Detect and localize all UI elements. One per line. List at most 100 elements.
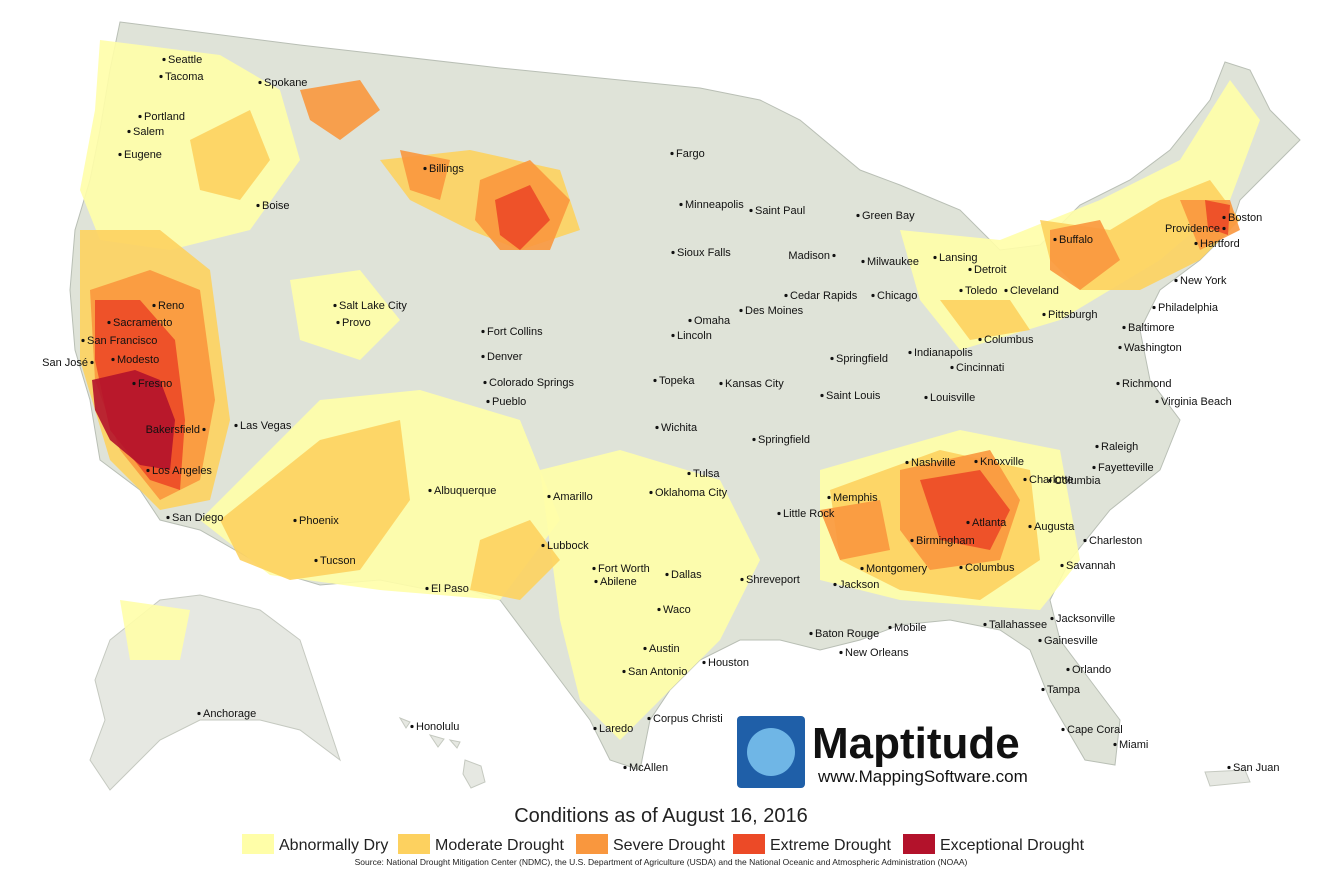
city-label: Richmond <box>1122 378 1172 390</box>
city-dot <box>541 543 545 548</box>
city-label: Tallahassee <box>989 619 1047 631</box>
city-dot <box>1227 765 1231 770</box>
city-dot <box>81 338 85 343</box>
city-label: San José <box>42 357 88 369</box>
city-dot <box>1122 325 1126 330</box>
city-label: Spokane <box>264 77 307 89</box>
city-label: Sioux Falls <box>677 247 731 259</box>
city-label: San Antonio <box>628 666 687 678</box>
city-label: Indianapolis <box>914 347 973 359</box>
city-dot <box>719 381 723 386</box>
city-dot <box>966 520 970 525</box>
city-dot <box>1155 399 1159 404</box>
city-label: Shreveport <box>746 574 800 586</box>
city-dot <box>777 511 781 516</box>
city-dot <box>833 582 837 587</box>
city-dot <box>1092 465 1096 470</box>
city-label: Topeka <box>659 375 695 387</box>
city-label: Oklahoma City <box>655 487 728 499</box>
city-dot <box>653 378 657 383</box>
city-label: Charleston <box>1089 535 1142 547</box>
city-dot <box>959 288 963 293</box>
city-label: Corpus Christi <box>653 713 723 725</box>
city-label: San Juan <box>1233 762 1279 774</box>
city-dot <box>1023 477 1027 482</box>
city-dot <box>950 365 954 370</box>
city-dot <box>647 716 651 721</box>
city-label: Eugene <box>124 149 162 161</box>
city-dot <box>127 129 131 134</box>
city-label: Minneapolis <box>685 199 744 211</box>
city-dot <box>314 558 318 563</box>
city-dot <box>655 425 659 430</box>
city-label: Las Vegas <box>240 420 292 432</box>
city-label: Providence <box>1165 223 1220 235</box>
city-label: Springfield <box>836 353 888 365</box>
legend-title: Conditions as of August 16, 2016 <box>514 805 808 827</box>
city-label: Cincinnati <box>956 362 1004 374</box>
city-dot <box>623 765 627 770</box>
city-dot <box>423 166 427 171</box>
city-dot <box>910 538 914 543</box>
city-label: McAllen <box>629 762 668 774</box>
city-label: Reno <box>158 300 184 312</box>
city-label: Louisville <box>930 392 975 404</box>
city-dot <box>860 566 864 571</box>
city-label: Sacramento <box>113 317 172 329</box>
city-dot <box>1038 638 1042 643</box>
city-dot <box>1118 345 1122 350</box>
city-label: Tacoma <box>165 71 204 83</box>
city-dot <box>1004 288 1008 293</box>
city-label: Los Angeles <box>152 465 212 477</box>
city-label: Wichita <box>661 422 698 434</box>
city-dot <box>924 395 928 400</box>
city-dot <box>839 650 843 655</box>
city-dot <box>861 259 865 264</box>
city-dot <box>483 380 487 385</box>
city-label: Anchorage <box>203 708 256 720</box>
city-dot <box>978 337 982 342</box>
city-dot <box>486 399 490 404</box>
city-label: Abilene <box>600 576 637 588</box>
logo-name: Maptitude <box>812 719 1020 768</box>
city-dot <box>665 572 669 577</box>
city-label: Tampa <box>1047 684 1081 696</box>
city-label: New Orleans <box>845 647 909 659</box>
city-label: Fort Collins <box>487 326 543 338</box>
city-label: Raleigh <box>1101 441 1138 453</box>
city-label: Phoenix <box>299 515 339 527</box>
city-dot <box>784 293 788 298</box>
city-label: Miami <box>1119 739 1148 751</box>
city-label: Fargo <box>676 148 705 160</box>
city-dot <box>702 660 706 665</box>
city-label: Buffalo <box>1059 234 1093 246</box>
city-dot <box>888 625 892 630</box>
source: Source: National Drought Mitigation Cent… <box>355 857 968 867</box>
city-dot <box>908 350 912 355</box>
legend-swatch <box>576 834 608 854</box>
city-dot <box>1174 278 1178 283</box>
city-label: Laredo <box>599 723 633 735</box>
city-dot <box>739 308 743 313</box>
city-dot <box>1116 381 1120 386</box>
city-dot <box>749 208 753 213</box>
city-label: Atlanta <box>972 517 1007 529</box>
city-label: Fayetteville <box>1098 462 1154 474</box>
city-dot <box>679 202 683 207</box>
city-dot <box>425 586 429 591</box>
city-label: Detroit <box>974 264 1006 276</box>
city-label: Philadelphia <box>1158 302 1219 314</box>
city-dot <box>671 333 675 338</box>
city-label: Mobile <box>894 622 926 634</box>
city-dot <box>410 724 414 729</box>
city-label: Montgomery <box>866 563 928 575</box>
city-dot <box>197 711 201 716</box>
city-label: Lincoln <box>677 330 712 342</box>
city-label: Honolulu <box>416 721 459 733</box>
city-label: New York <box>1180 275 1227 287</box>
city-dot <box>1053 237 1057 242</box>
city-dot <box>593 726 597 731</box>
city-label: Boston <box>1228 212 1262 224</box>
city-label: Springfield <box>758 434 810 446</box>
